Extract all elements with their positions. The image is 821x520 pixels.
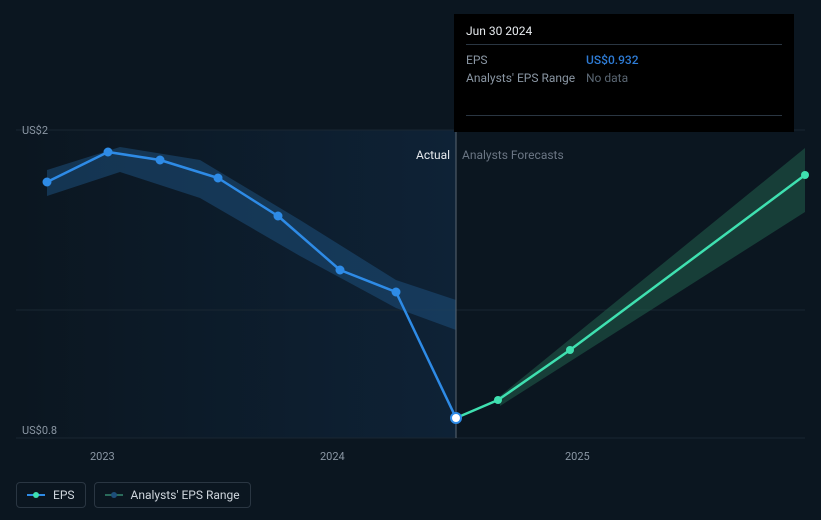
legend-label: EPS <box>53 488 75 502</box>
tooltip-row-range: Analysts' EPS Range No data <box>466 69 782 87</box>
tooltip-date: Jun 30 2024 <box>466 24 782 38</box>
region-label-actual: Actual <box>416 148 450 162</box>
tooltip-label: Analysts' EPS Range <box>466 69 586 87</box>
tooltip-divider <box>466 115 782 116</box>
x-axis-label: 2024 <box>320 450 345 463</box>
tooltip-row-eps: EPS US$0.932 <box>466 51 782 69</box>
tooltip-divider <box>466 44 782 45</box>
eps-forecast-chart: US$2 US$0.8 2023 2024 2025 Actual Analys… <box>0 0 821 520</box>
x-axis-label: 2023 <box>90 450 115 463</box>
y-axis-label: US$0.8 <box>22 424 57 437</box>
tooltip-label: EPS <box>466 51 586 69</box>
legend-swatch-line-icon <box>27 490 45 500</box>
legend-item-eps[interactable]: EPS <box>16 482 86 508</box>
chart-legend: EPS Analysts' EPS Range <box>16 482 251 508</box>
tooltip-value: No data <box>586 69 628 87</box>
tooltip-value: US$0.932 <box>586 51 639 69</box>
legend-item-range[interactable]: Analysts' EPS Range <box>94 482 251 508</box>
x-axis-label: 2025 <box>565 450 590 463</box>
region-label-forecast: Analysts Forecasts <box>462 148 564 162</box>
y-axis-label: US$2 <box>22 124 48 137</box>
chart-tooltip: Jun 30 2024 EPS US$0.932 Analysts' EPS R… <box>454 14 794 132</box>
legend-swatch-band-icon <box>105 490 123 500</box>
legend-label: Analysts' EPS Range <box>131 488 240 502</box>
